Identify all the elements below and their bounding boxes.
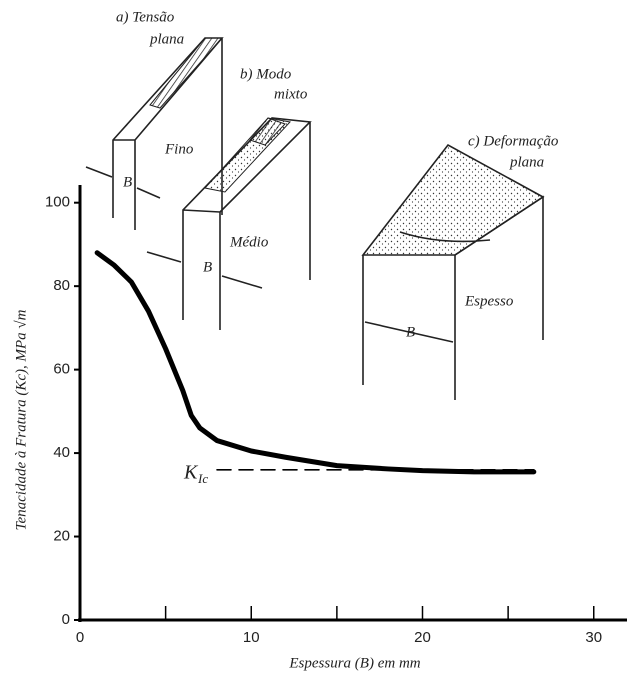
annotation: mixto (274, 86, 308, 102)
x-tick-label: 30 (585, 629, 602, 646)
annotation: Ic (197, 471, 208, 486)
annotation: Médio (229, 234, 269, 250)
annotation: b) Modo (240, 66, 292, 82)
annotation: c) Deformação (468, 133, 559, 149)
y-tick-label: 80 (53, 277, 70, 294)
annotation: B (203, 259, 212, 275)
x-tick-label: 10 (243, 629, 260, 646)
y-axis-label: Tenacidade à Fratura (Kc), MPa √m (13, 309, 29, 530)
y-tick-label: 40 (53, 444, 70, 461)
specimen-medium (146, 117, 312, 330)
specimen-thin (85, 37, 224, 230)
y-tick-label: 0 (62, 611, 70, 628)
x-tick-label: 0 (76, 629, 84, 646)
annotation: K (183, 462, 199, 484)
x-tick-label: 20 (414, 629, 431, 646)
annotation: a) Tensão (116, 9, 175, 25)
curve (94, 250, 537, 475)
annotation: Espesso (464, 293, 514, 309)
x-axis-label: Espessura (B) em mm (288, 655, 420, 671)
specimen-thick (361, 143, 545, 400)
y-tick-label: 100 (45, 194, 70, 211)
annotation: plana (149, 31, 184, 47)
annotation: Fino (164, 141, 194, 157)
annotation: B (406, 324, 415, 340)
y-tick-label: 20 (53, 528, 70, 545)
y-tick-label: 60 (53, 361, 70, 378)
annotation: plana (509, 154, 544, 170)
annotation: B (123, 174, 132, 190)
